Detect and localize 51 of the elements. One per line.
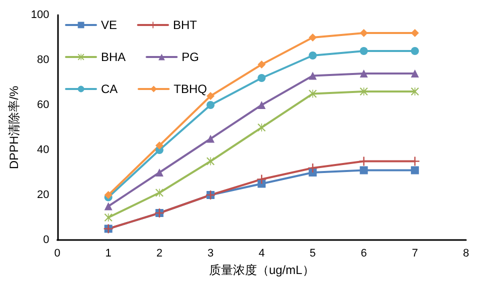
point	[308, 164, 318, 172]
y-tick-label: 100	[30, 9, 50, 21]
point	[360, 47, 368, 55]
point	[258, 180, 266, 188]
point	[258, 74, 266, 82]
x-tick-label: 1	[105, 248, 112, 260]
x-tick-label: 5	[310, 248, 316, 260]
point	[155, 188, 164, 197]
point	[206, 101, 215, 109]
point	[155, 142, 164, 150]
legend-label: VE	[101, 18, 118, 32]
x-tick-label: 4	[258, 248, 265, 260]
y-tick-label: 20	[37, 189, 50, 201]
point	[308, 72, 317, 80]
point	[258, 60, 266, 68]
x-axis-title: 质量浓度（ug/mL）	[208, 262, 314, 277]
point	[410, 166, 419, 174]
point	[206, 92, 215, 100]
point	[206, 157, 215, 166]
x-tick-label: 2	[156, 248, 162, 260]
point	[104, 202, 112, 210]
point	[257, 174, 266, 184]
point	[155, 168, 164, 176]
point	[258, 124, 266, 132]
legend-label: TBHQ	[174, 82, 208, 96]
point	[360, 166, 368, 174]
x-tick-label: 6	[360, 248, 367, 260]
point	[104, 191, 112, 199]
point	[360, 70, 368, 78]
y-tick-label: 80	[37, 54, 50, 66]
y-axis-title: DPPH清除率/%	[7, 86, 21, 170]
point	[410, 70, 419, 78]
point	[410, 88, 419, 96]
legend-label: BHT	[173, 18, 198, 32]
point	[360, 29, 368, 37]
y-tick-label: 0	[43, 234, 50, 246]
x-tick-label: 7	[412, 248, 418, 260]
point	[410, 47, 419, 55]
y-tick-label: 40	[37, 144, 50, 156]
y-tick-label: 60	[37, 99, 50, 111]
legend-label: CA	[101, 82, 118, 96]
point	[308, 34, 317, 42]
x-tick-label: 3	[207, 248, 214, 260]
x-tick-label: 0	[54, 248, 60, 260]
legend-label: PG	[182, 50, 200, 64]
legend-label: BHA	[101, 50, 126, 64]
point	[206, 134, 215, 143]
point	[308, 168, 317, 176]
point	[308, 52, 317, 60]
point	[258, 101, 266, 109]
x-tick-label: 8	[462, 248, 470, 260]
